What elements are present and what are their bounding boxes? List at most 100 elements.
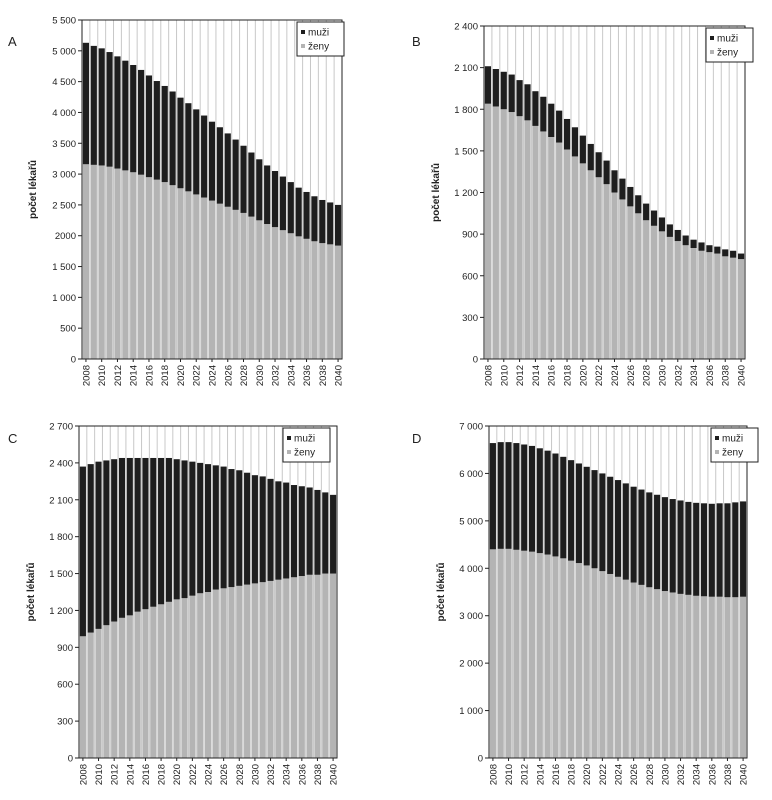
bar-zeny-2035 <box>698 250 705 359</box>
y-tick-label: 900 <box>462 230 478 241</box>
bar-muzi-2039 <box>730 250 737 258</box>
y-tick-label: 2000 <box>55 231 76 242</box>
bar-zeny-2026 <box>224 206 231 359</box>
bar-muzi-2038 <box>722 249 729 257</box>
x-tick-label: 2038 <box>313 764 324 785</box>
bar-muzi-2016 <box>548 103 555 137</box>
x-tick-label: 2018 <box>563 365 574 386</box>
y-tick-label: 3 500 <box>52 139 76 150</box>
x-tick-label: 2010 <box>499 365 510 386</box>
y-tick-label: 1 500 <box>49 569 73 580</box>
bar-muzi-2013 <box>118 457 126 618</box>
x-tick-label: 2014 <box>129 365 140 386</box>
bar-zeny-2032 <box>271 227 279 359</box>
bar-muzi-2039 <box>322 492 329 574</box>
bar-zeny-2008 <box>489 549 496 758</box>
x-tick-label: 2028 <box>642 365 653 386</box>
bar-muzi-2040 <box>737 253 745 260</box>
bar-zeny-2027 <box>228 587 235 758</box>
bar-muzi-2011 <box>103 460 110 626</box>
bar-muzi-2008 <box>82 42 90 165</box>
x-tick-label: 2008 <box>488 764 499 785</box>
panel-letter: B <box>412 34 421 49</box>
bar-zeny-2009 <box>492 106 499 359</box>
bar-zeny-2012 <box>521 550 528 758</box>
x-tick-label: 2040 <box>334 365 345 386</box>
bar-zeny-2035 <box>290 577 298 758</box>
x-tick-label: 2036 <box>707 764 718 785</box>
bar-zeny-2037 <box>306 574 313 758</box>
y-tick-label: 300 <box>57 717 73 728</box>
bar-zeny-2025 <box>619 199 626 359</box>
bar-zeny-2031 <box>669 592 676 758</box>
y-axis-label: počet lékařů <box>430 163 442 222</box>
bar-muzi-2008 <box>79 466 86 637</box>
bar-muzi-2023 <box>607 476 614 574</box>
bar-muzi-2038 <box>314 489 321 575</box>
bar-muzi-2032 <box>267 478 274 581</box>
y-tick-label: 0 <box>478 754 483 765</box>
x-tick-label: 2008 <box>81 365 92 386</box>
x-tick-label: 2034 <box>689 365 700 386</box>
legend-label-muzi: muži <box>717 34 738 45</box>
bar-zeny-2037 <box>716 596 723 758</box>
y-tick-label: 500 <box>60 324 76 335</box>
bar-muzi-2039 <box>732 502 739 598</box>
x-tick-label: 2028 <box>645 764 656 785</box>
bar-zeny-2023 <box>603 184 610 359</box>
x-tick-label: 2038 <box>723 764 734 785</box>
y-axis-label: počet lékařů <box>27 160 39 219</box>
legend-label-muzi: muži <box>722 434 743 445</box>
bar-muzi-2009 <box>497 442 504 549</box>
legend: muži ženy <box>710 427 759 463</box>
bar-muzi-2013 <box>122 60 129 171</box>
y-tick-label: 900 <box>57 643 73 654</box>
bar-zeny-2021 <box>587 170 594 359</box>
bar-muzi-2017 <box>150 457 157 607</box>
bar-zeny-2014 <box>536 553 543 758</box>
bar-zeny-2020 <box>173 599 180 758</box>
bar-muzi-2025 <box>622 483 629 580</box>
bar-zeny-2029 <box>654 589 661 758</box>
x-tick-label: 2040 <box>329 764 340 785</box>
x-tick-label: 2010 <box>94 764 105 785</box>
bar-zeny-2012 <box>111 621 118 758</box>
bar-zeny-2034 <box>693 595 700 758</box>
bar-muzi-2029 <box>650 210 658 226</box>
bar-muzi-2019 <box>165 457 172 602</box>
bar-muzi-2025 <box>212 465 219 590</box>
bar-muzi-2018 <box>161 85 168 183</box>
bar-zeny-2030 <box>256 220 263 359</box>
bar-muzi-2022 <box>595 152 602 178</box>
bar-zeny-2039 <box>732 597 739 758</box>
bar-muzi-2034 <box>287 182 294 234</box>
x-tick-label: 2024 <box>614 764 625 785</box>
bar-zeny-2028 <box>646 587 653 758</box>
bar-muzi-2023 <box>201 115 208 198</box>
bar-muzi-2014 <box>126 457 133 616</box>
y-tick-label: 5 000 <box>459 516 483 527</box>
bar-muzi-2012 <box>521 444 528 551</box>
bar-zeny-2033 <box>685 594 692 758</box>
bar-zeny-2016 <box>142 609 149 758</box>
bar-muzi-2014 <box>532 91 539 126</box>
x-tick-label: 2012 <box>113 365 124 386</box>
chart-panel-a: A 0 500 1 000 1 500 2000 2 500 3 000 3 500 4 000 4… <box>8 16 345 387</box>
chart-panel-b: B 0 300 600 900 1 200 1 500 1 800 2 100 2 400 2008… <box>412 22 754 386</box>
bar-zeny-2031 <box>264 224 271 359</box>
x-tick-label: 2016 <box>141 764 152 785</box>
bar-muzi-2035 <box>700 503 708 597</box>
bar-muzi-2014 <box>536 448 543 554</box>
x-tick-label: 2012 <box>515 365 526 386</box>
legend: muži ženy <box>705 27 754 63</box>
y-tick-label: 1 000 <box>52 293 76 304</box>
y-tick-label: 1 500 <box>454 146 478 157</box>
bar-muzi-2011 <box>513 443 520 550</box>
bar-muzi-2040 <box>740 501 747 597</box>
y-tick-label: 2 000 <box>459 659 483 670</box>
y-tick-label: 1 200 <box>49 606 73 617</box>
bar-zeny-2032 <box>267 580 274 758</box>
bar-muzi-2015 <box>544 450 551 555</box>
x-tick-label: 2026 <box>219 764 230 785</box>
y-tick-label: 7 000 <box>459 422 483 433</box>
